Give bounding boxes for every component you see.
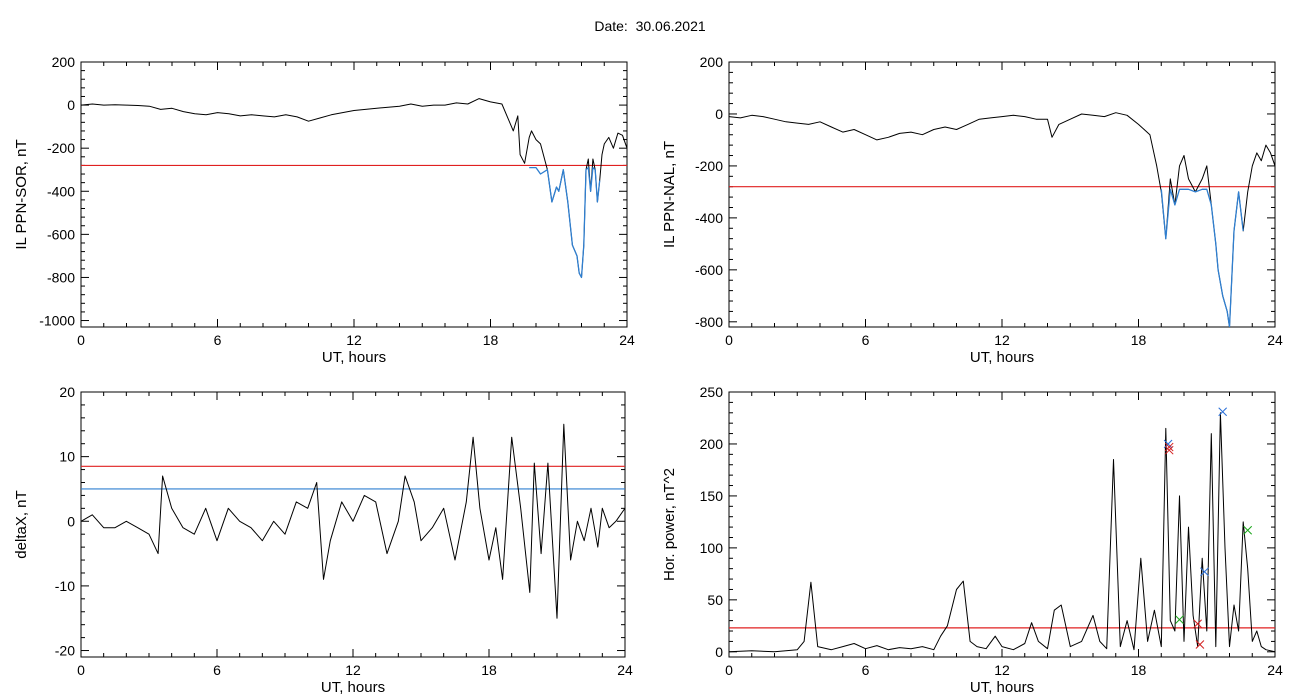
x-axis-title: UT, hours bbox=[322, 349, 386, 366]
series-line-1 bbox=[81, 98, 627, 278]
x-tick-label: 0 bbox=[77, 662, 85, 678]
marker-stroke bbox=[1164, 445, 1174, 455]
plot-data-area bbox=[81, 98, 627, 279]
series-line-2 bbox=[1160, 188, 1244, 327]
y-tick-label: -10 bbox=[55, 578, 75, 594]
x-tick-label: 12 bbox=[345, 662, 361, 678]
y-tick-label: -20 bbox=[55, 643, 75, 659]
y-tick-label: 0 bbox=[67, 513, 75, 529]
x-tick-label: 24 bbox=[619, 332, 635, 348]
y-tick-label: 50 bbox=[707, 592, 723, 608]
plot-data-area bbox=[729, 112, 1275, 327]
marker-stroke bbox=[1218, 407, 1228, 417]
marker-stroke bbox=[1195, 640, 1205, 649]
x-tick-label: 0 bbox=[725, 662, 733, 678]
x-tick-label: 24 bbox=[617, 662, 633, 678]
y-tick-label: 250 bbox=[700, 384, 724, 400]
x-tick-label: 24 bbox=[1267, 662, 1283, 678]
x-tick-label: 12 bbox=[994, 662, 1010, 678]
marker-stroke bbox=[1164, 442, 1174, 452]
x-tick-label: 18 bbox=[1131, 662, 1147, 678]
y-tick-label: -800 bbox=[47, 269, 75, 285]
plot-data-area bbox=[81, 423, 625, 619]
y-tick-label: 0 bbox=[715, 644, 723, 660]
marker-red bbox=[1164, 445, 1174, 455]
plot-frame bbox=[728, 61, 1276, 328]
y-tick-label: 0 bbox=[67, 97, 75, 113]
plot-frame bbox=[80, 61, 628, 328]
y-axis-title: deltaX, nT bbox=[13, 490, 30, 558]
plot-data-area bbox=[729, 407, 1275, 653]
y-tick-label: 200 bbox=[700, 436, 724, 452]
y-tick-label: 20 bbox=[59, 384, 75, 400]
y-tick-label: -400 bbox=[695, 210, 723, 226]
y-tick-label: -200 bbox=[695, 158, 723, 174]
x-tick-label: 18 bbox=[1131, 332, 1147, 348]
marker-red bbox=[1193, 619, 1203, 629]
series-line-2 bbox=[529, 166, 601, 279]
y-tick-label: -600 bbox=[47, 226, 75, 242]
y-tick-label: 0 bbox=[715, 106, 723, 122]
x-tick-label: 6 bbox=[213, 662, 221, 678]
chart-panel-2: 0 6 12 18 24 200 0 -200 -400 -600 -800 UT, hours IL … bbox=[661, 54, 1283, 366]
series-line-1 bbox=[729, 112, 1275, 327]
chart-panel-4: 0 6 12 18 24 250 200 150 100 50 0 UT, hours Hor. pow… bbox=[661, 384, 1283, 696]
x-tick-label: 18 bbox=[481, 662, 497, 678]
series-line-1 bbox=[729, 412, 1275, 653]
marker-stroke bbox=[1175, 615, 1184, 624]
y-axis-title: IL PPN-SOR, nT bbox=[13, 139, 30, 249]
chart-header: Date: 30.06.2021 bbox=[0, 18, 1300, 34]
y-tick-label: -800 bbox=[695, 314, 723, 330]
chart-panel-1: 0 6 12 18 24 200 0 -200 -400 -600 -800 -1000 UT, hou… bbox=[13, 54, 635, 366]
marker-stroke bbox=[1200, 567, 1209, 577]
y-tick-label: 200 bbox=[52, 54, 76, 70]
series-line-1 bbox=[81, 423, 625, 619]
y-tick-label: -600 bbox=[695, 262, 723, 278]
marker-stroke bbox=[1243, 525, 1253, 535]
y-tick-label: 100 bbox=[700, 540, 724, 556]
y-tick-label: 10 bbox=[59, 449, 75, 465]
y-axis-title: Hor. power, nT^2 bbox=[661, 468, 678, 581]
y-tick-label: 200 bbox=[700, 54, 724, 70]
x-tick-label: 6 bbox=[862, 662, 870, 678]
x-tick-label: 0 bbox=[725, 332, 733, 348]
x-tick-label: 6 bbox=[862, 332, 870, 348]
marker-red bbox=[1164, 442, 1174, 452]
marker-red bbox=[1195, 640, 1205, 649]
date-value: 30.06.2021 bbox=[635, 18, 706, 34]
x-axis-title: UT, hours bbox=[970, 679, 1034, 696]
y-tick-label: -400 bbox=[47, 183, 75, 199]
x-axis-title: UT, hours bbox=[321, 679, 385, 696]
y-tick-label: 150 bbox=[700, 488, 724, 504]
y-axis-title: IL PPN-NAL, nT bbox=[661, 141, 678, 248]
marker-blue bbox=[1218, 407, 1228, 417]
y-tick-label: -1000 bbox=[39, 313, 75, 329]
marker-green bbox=[1243, 525, 1253, 535]
x-tick-label: 12 bbox=[994, 332, 1010, 348]
x-tick-label: 12 bbox=[346, 332, 362, 348]
marker-blue bbox=[1200, 567, 1209, 577]
x-axis-title: UT, hours bbox=[970, 349, 1034, 366]
marker-stroke bbox=[1193, 619, 1203, 629]
chart-panel-3: 0 6 12 18 24 20 10 0 -10 -20 UT, hours deltaX, nT bbox=[13, 384, 633, 696]
y-tick-label: -200 bbox=[47, 140, 75, 156]
x-tick-label: 0 bbox=[77, 332, 85, 348]
x-tick-label: 24 bbox=[1267, 332, 1283, 348]
marker-green bbox=[1175, 615, 1184, 624]
date-label: Date: bbox=[594, 18, 628, 34]
x-tick-label: 18 bbox=[483, 332, 499, 348]
x-tick-label: 6 bbox=[214, 332, 222, 348]
